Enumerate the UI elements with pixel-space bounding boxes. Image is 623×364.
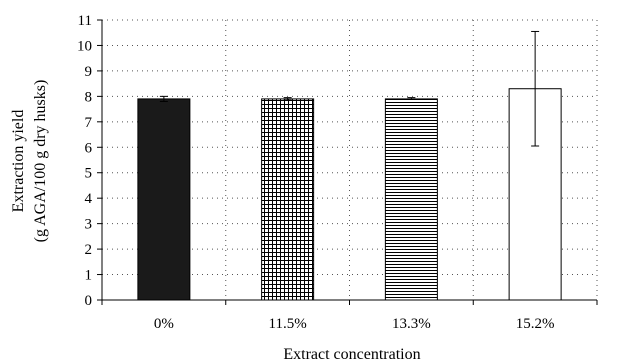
y-axis-title-line-1: Extraction yield [10, 110, 27, 213]
bars [137, 88, 562, 301]
y-tick-label: 5 [85, 166, 93, 182]
y-tick-label: 3 [85, 217, 93, 233]
y-tick-label: 9 [85, 64, 93, 80]
y-tick-label: 4 [85, 191, 93, 207]
x-tick-label: 15.2% [516, 316, 555, 332]
y-tick-label: 0 [85, 293, 93, 309]
bar-0% [137, 98, 191, 301]
x-tick-label: 0% [154, 316, 174, 332]
error-bars [159, 30, 540, 147]
x-tick-label: 13.3% [392, 316, 431, 332]
y-tick-label: 7 [85, 115, 93, 131]
x-tick-label: 11.5% [269, 316, 307, 332]
bar-13.3% [384, 98, 438, 301]
gridlines [102, 19, 598, 300]
y-axis-title-line-2: (g AGA/100 g dry husks) [32, 80, 49, 243]
tick-labels: 0 1 2 3 4 5 6 7 8 9 10 11 0% 11.5% 13.3% 15.2% [77, 13, 555, 332]
y-tick-label: 2 [85, 242, 93, 258]
x-axis-title: Extract concentration [283, 346, 420, 363]
y-tick-label: 8 [85, 89, 93, 105]
y-tick-label: 10 [77, 38, 92, 54]
y-tick-label: 1 [85, 268, 93, 284]
bar-11.5% [261, 98, 315, 301]
y-tick-label: 6 [85, 140, 93, 156]
y-tick-label: 11 [78, 13, 92, 29]
